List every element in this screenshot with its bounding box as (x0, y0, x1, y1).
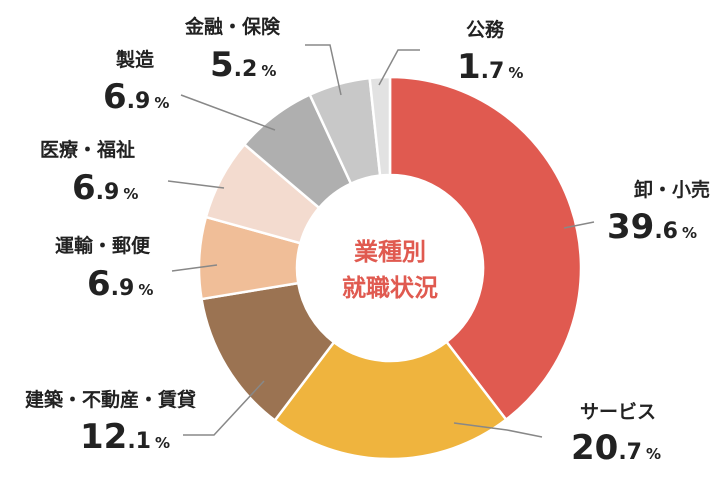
value-dec: .7 (481, 59, 505, 84)
category-label-6: 金融・保険 (184, 15, 281, 38)
leader-line-0 (563, 221, 595, 229)
leader-line-6 (305, 44, 342, 96)
value-label-4: 6.9% (72, 168, 138, 208)
value-dec: .2 (234, 57, 258, 82)
slice-0 (388, 75, 583, 422)
leader-line-5 (180, 94, 276, 131)
value-label-6: 5.2% (210, 45, 276, 85)
value-dec: .6 (654, 219, 678, 244)
value-label-0: 39.6% (607, 207, 697, 247)
value-unit: % (646, 445, 661, 463)
value-dec: .7 (618, 440, 642, 465)
value-dec: .9 (127, 89, 151, 114)
category-label-3: 運輸・郵便 (55, 234, 151, 257)
value-int: 6 (87, 264, 111, 304)
leader-line-1 (453, 422, 543, 438)
center-title-line-1: 就職状況 (342, 274, 438, 302)
value-unit: % (138, 281, 153, 299)
slice-7 (368, 75, 392, 177)
value-int: 12 (80, 417, 127, 457)
value-label-7: 1.7% (457, 47, 523, 87)
value-label-5: 6.9% (103, 77, 169, 117)
value-int: 1 (457, 47, 481, 87)
value-dec: .9 (111, 276, 135, 301)
value-label-1: 20.7% (571, 428, 661, 468)
center-title-line-0: 業種別 (354, 238, 426, 266)
leader-line-2 (183, 380, 265, 436)
category-label-4: 医療・福祉 (40, 138, 135, 161)
value-unit: % (154, 94, 169, 112)
value-dec: .1 (127, 429, 151, 454)
value-int: 5 (210, 45, 234, 85)
value-dec: .9 (96, 180, 120, 205)
leader-lines (167, 44, 595, 438)
value-int: 6 (103, 77, 127, 117)
value-unit: % (508, 64, 523, 82)
donut-slices (197, 75, 583, 461)
category-label-5: 製造 (115, 48, 155, 71)
category-label-0: 卸・小売 (634, 178, 710, 201)
category-label-7: 公務 (466, 18, 505, 41)
category-label-2: 建築・不動産・賃貸 (25, 388, 196, 411)
value-unit: % (123, 185, 138, 203)
value-int: 20 (571, 428, 618, 468)
value-unit: % (682, 224, 697, 242)
leader-line-7 (378, 49, 420, 86)
center-title: 業種別就職状況 (342, 238, 438, 302)
value-int: 6 (72, 168, 96, 208)
leader-line-3 (171, 264, 218, 272)
category-label-1: サービス (580, 401, 656, 423)
leader-line-4 (167, 180, 225, 189)
value-unit: % (155, 434, 170, 452)
value-unit: % (261, 62, 276, 80)
value-int: 39 (607, 207, 654, 247)
value-label-2: 12.1% (80, 417, 170, 457)
slice-1 (273, 340, 508, 461)
value-label-3: 6.9% (87, 264, 153, 304)
